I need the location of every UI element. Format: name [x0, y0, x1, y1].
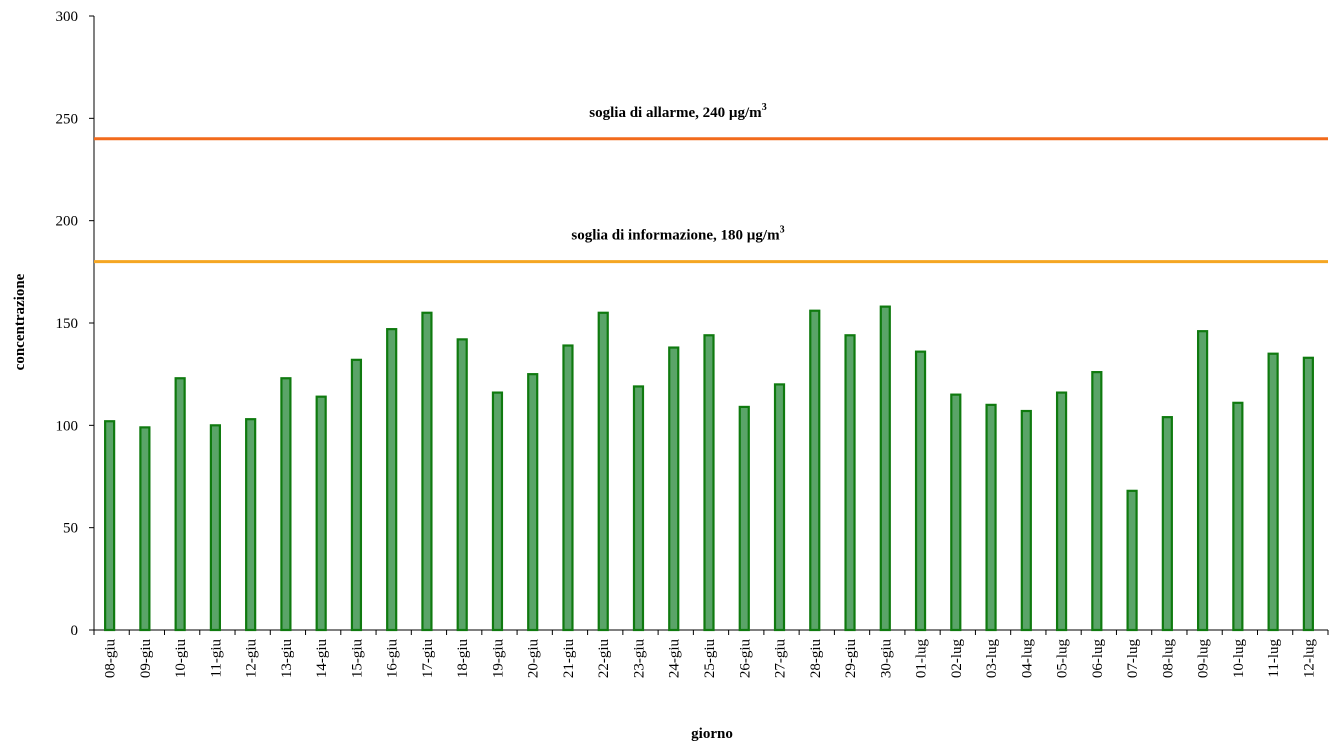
x-tick-label: 03-lug [984, 639, 1000, 679]
x-tick-label: 19-giu [490, 639, 506, 679]
x-tick-label: 27-giu [773, 639, 789, 679]
bar [456, 338, 468, 632]
y-tick-label: 100 [56, 418, 79, 434]
x-tick-label: 08-lug [1160, 639, 1176, 679]
bar [174, 377, 186, 632]
bar [527, 373, 539, 632]
bar [421, 311, 433, 632]
y-tick-label: 150 [56, 316, 79, 332]
x-tick-label: 30-giu [878, 639, 894, 679]
bar [738, 405, 750, 632]
bar [597, 311, 609, 632]
x-tick-label: 11-lug [1266, 639, 1282, 678]
bar [844, 334, 856, 632]
x-tick-label: 09-lug [1196, 639, 1212, 679]
x-tick-label: 05-lug [1055, 639, 1071, 679]
bar [668, 346, 680, 632]
x-tick-label: 24-giu [667, 639, 683, 679]
x-tick-label: 01-lug [914, 639, 930, 679]
y-axis-title: concentrazione [12, 273, 28, 370]
bar [280, 377, 292, 632]
bar [350, 358, 363, 632]
bar [562, 344, 574, 632]
x-tick-label: 15-giu [349, 639, 365, 679]
x-tick-label: 16-giu [385, 639, 401, 679]
x-tick-label: 23-giu [631, 639, 647, 679]
bar [1302, 356, 1314, 632]
bar [632, 385, 645, 632]
plot-area: 0 50 100 150 200 250 300 08-giu 09-giu 10-giu 11-g… [56, 9, 1329, 678]
bar [703, 334, 715, 632]
bar [209, 424, 221, 632]
bar [950, 393, 962, 632]
x-tick-label: 17-giu [420, 639, 436, 679]
x-tick-label: 08-giu [103, 639, 119, 679]
bar [491, 391, 504, 632]
threshold-label-superscript: 3 [762, 102, 767, 113]
y-tick-label: 300 [56, 9, 79, 25]
x-tick-label: 25-giu [702, 639, 718, 679]
x-tick-label: 14-giu [314, 639, 330, 679]
x-tick-label: 22-giu [596, 639, 612, 679]
x-tick-label: 02-lug [949, 639, 965, 679]
y-tick-label: 250 [56, 111, 79, 127]
x-tick-label: 12-giu [244, 639, 260, 679]
bar [1126, 489, 1138, 632]
bar [1267, 352, 1279, 632]
bar [1161, 416, 1173, 632]
y-tick-label: 0 [71, 623, 79, 639]
x-tick-label: 20-giu [526, 639, 542, 679]
x-tick-label: 06-lug [1090, 639, 1106, 679]
bar [1196, 330, 1209, 632]
threshold-label: soglia di informazione, 180 µg/m3 [571, 225, 784, 244]
bar [315, 395, 327, 632]
y-tick-label: 200 [56, 214, 79, 230]
y-tick-label: 50 [63, 521, 78, 537]
bar [985, 403, 997, 632]
threshold-label-superscript: 3 [780, 225, 785, 236]
x-tick-label: 07-lug [1125, 639, 1141, 679]
x-tick-label: 10-giu [173, 639, 189, 679]
x-tick-label: 09-giu [138, 639, 154, 679]
x-tick-label: 29-giu [843, 639, 859, 679]
x-tick-label: 26-giu [737, 639, 753, 679]
bar [139, 426, 151, 632]
bar [773, 383, 786, 632]
x-tick-label: 18-giu [455, 639, 471, 679]
x-tick-label: 28-giu [808, 639, 824, 679]
x-tick-label: 10-lug [1231, 639, 1247, 679]
bar [809, 309, 821, 632]
bar [386, 328, 398, 632]
bar [914, 350, 927, 632]
x-tick-label: 11-giu [208, 639, 224, 678]
x-tick-label: 13-giu [279, 639, 295, 679]
bar [1020, 409, 1032, 632]
bar [1055, 391, 1068, 632]
x-tick-label: 21-giu [561, 639, 577, 679]
bar [1232, 401, 1244, 632]
bar [879, 305, 891, 632]
bar [245, 418, 257, 632]
bar [1091, 371, 1103, 632]
x-axis-title: giorno [691, 726, 733, 742]
x-tick-label: 04-lug [1019, 639, 1035, 679]
x-tick-label: 12-lug [1301, 639, 1317, 679]
bar [104, 420, 116, 632]
threshold-label: soglia di allarme, 240 µg/m3 [589, 102, 766, 121]
